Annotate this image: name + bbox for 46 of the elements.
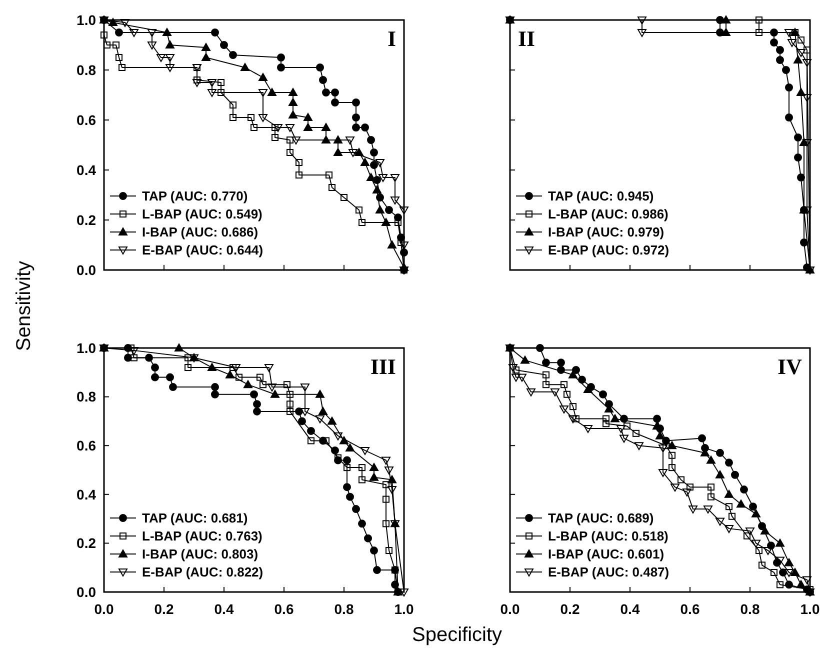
y-tick-label: 0.0	[76, 262, 96, 278]
legend-label: TAP (AUC: 0.689)	[548, 510, 654, 526]
y-tick-label: 0.2	[76, 535, 96, 552]
x-tick-label: 0.4	[214, 601, 234, 617]
legend-label: I-BAP (AUC: 0.686)	[142, 224, 258, 240]
legend-label: I-BAP (AUC: 0.601)	[548, 546, 664, 562]
y-tick-label: 0.6	[76, 112, 96, 128]
legend-label: L-BAP (AUC: 0.518)	[548, 528, 668, 544]
x-tick-label: 0.4	[620, 601, 640, 617]
y-tick-label: 0.4	[76, 162, 96, 178]
y-tick-label: 0.8	[76, 62, 96, 78]
y-tick-label: 0.6	[76, 438, 96, 454]
chart-title: IV	[778, 354, 802, 379]
legend-label: L-BAP (AUC: 0.986)	[548, 206, 668, 222]
y-tick-label: 1.0	[76, 340, 96, 356]
y-tick-label: 0.8	[76, 388, 96, 405]
y-tick-label: 0.4	[76, 486, 96, 502]
x-tick-label: 1.0	[800, 601, 820, 617]
legend-label: I-BAP (AUC: 0.979)	[548, 224, 664, 240]
x-tick-label: 0.2	[560, 601, 580, 617]
x-tick-label: 0.6	[274, 601, 294, 617]
legend-label: E-BAP (AUC: 0.822)	[142, 564, 264, 580]
y-tick-label: 0.0	[76, 584, 96, 600]
x-tick-label: 0.6	[680, 601, 700, 617]
chart-title: II	[518, 26, 536, 51]
legend-label: L-BAP (AUC: 0.763)	[142, 528, 262, 544]
legend-label: L-BAP (AUC: 0.549)	[142, 206, 262, 222]
y-tick-label: 0.2	[76, 212, 96, 228]
x-tick-label: 0.0	[94, 601, 114, 617]
y-tick-label: 1.0	[76, 12, 96, 28]
x-tick-label: 0.0	[500, 601, 520, 617]
legend-label: E-BAP (AUC: 0.487)	[548, 564, 670, 580]
x-axis-title: Specificity	[412, 624, 502, 646]
chart-title: III	[370, 354, 396, 379]
legend-label: I-BAP (AUC: 0.803)	[142, 546, 258, 562]
legend-label: E-BAP (AUC: 0.644)	[142, 242, 264, 258]
legend-label: TAP (AUC: 0.770)	[142, 188, 248, 204]
x-tick-label: 0.2	[154, 601, 174, 617]
legend-label: TAP (AUC: 0.945)	[548, 188, 654, 204]
x-tick-label: 1.0	[394, 601, 414, 617]
legend-label: TAP (AUC: 0.681)	[142, 510, 248, 526]
x-tick-label: 0.8	[334, 601, 354, 617]
chart-title: I	[387, 26, 396, 51]
x-tick-label: 0.8	[740, 601, 760, 617]
legend-label: E-BAP (AUC: 0.972)	[548, 242, 670, 258]
y-axis-title: Sensitivity	[13, 260, 35, 352]
